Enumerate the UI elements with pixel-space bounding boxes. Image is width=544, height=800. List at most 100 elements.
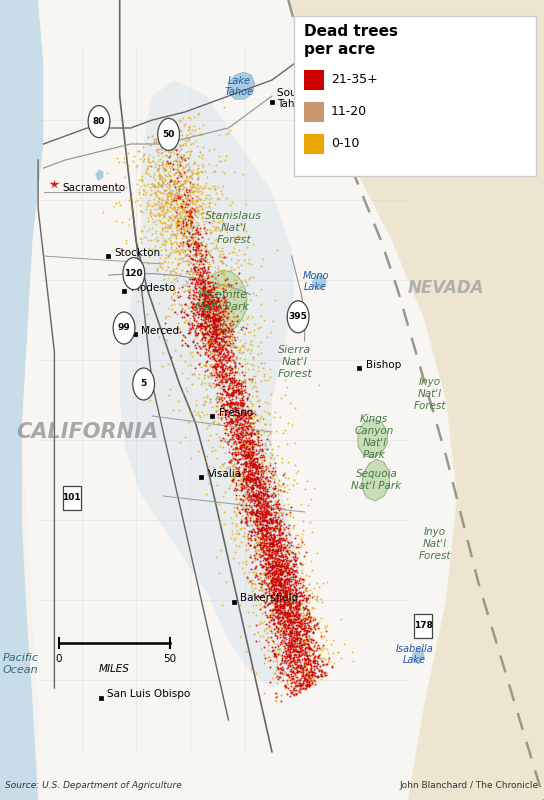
Point (295, 628, 304, 641)
Point (224, 388, 232, 401)
Point (257, 581, 265, 594)
Point (172, 275, 181, 288)
Point (234, 383, 243, 396)
Point (191, 287, 200, 300)
Point (235, 630, 244, 642)
Point (310, 669, 318, 682)
Point (177, 192, 186, 205)
Point (255, 479, 263, 492)
Point (288, 567, 297, 580)
Point (193, 227, 202, 240)
Point (231, 460, 240, 473)
Point (195, 254, 203, 267)
Point (209, 316, 218, 329)
Point (264, 490, 273, 502)
Point (268, 537, 277, 550)
Point (240, 530, 249, 542)
Point (218, 354, 227, 366)
Point (199, 309, 207, 322)
Point (270, 649, 279, 662)
Point (175, 282, 183, 294)
Point (301, 672, 310, 685)
Point (294, 608, 303, 621)
Point (270, 649, 279, 662)
Point (267, 569, 276, 582)
Point (189, 156, 198, 169)
Point (285, 668, 294, 681)
Point (252, 289, 261, 302)
Point (252, 498, 261, 510)
Point (262, 552, 271, 565)
Point (209, 321, 218, 334)
Point (271, 538, 280, 551)
Point (194, 173, 202, 186)
Point (277, 594, 286, 607)
Point (217, 305, 225, 318)
Point (300, 654, 308, 667)
Point (203, 293, 212, 306)
Point (257, 490, 265, 503)
Point (264, 585, 273, 598)
Point (217, 333, 225, 346)
Point (246, 574, 255, 587)
Point (281, 581, 290, 594)
Point (307, 666, 316, 678)
Point (295, 660, 304, 673)
Point (284, 604, 293, 617)
Point (246, 525, 255, 538)
Point (191, 274, 200, 286)
Point (212, 309, 221, 322)
Point (207, 337, 215, 350)
Point (234, 397, 243, 410)
Point (263, 516, 272, 529)
Point (202, 299, 211, 312)
Point (287, 611, 295, 624)
Point (227, 387, 236, 400)
Point (194, 269, 203, 282)
Point (245, 532, 254, 545)
Point (301, 674, 310, 686)
Point (259, 510, 268, 522)
Point (202, 215, 211, 228)
Point (205, 287, 214, 300)
Point (202, 223, 211, 236)
Point (175, 214, 183, 227)
Point (273, 605, 282, 618)
Point (230, 361, 239, 374)
Point (317, 593, 326, 606)
Point (243, 573, 251, 586)
Point (238, 482, 247, 494)
Point (275, 648, 284, 661)
Point (201, 321, 210, 334)
Point (158, 158, 166, 170)
Point (169, 403, 178, 416)
Point (159, 238, 168, 250)
Point (293, 664, 301, 677)
Point (308, 613, 317, 626)
Point (265, 566, 274, 579)
Point (271, 529, 280, 542)
Point (212, 300, 221, 313)
Point (271, 578, 280, 590)
Point (242, 513, 250, 526)
Point (245, 566, 254, 578)
Point (231, 427, 240, 440)
Point (275, 598, 284, 611)
Point (224, 410, 233, 422)
Point (234, 398, 243, 411)
Point (306, 658, 314, 670)
Point (293, 611, 301, 624)
Point (280, 542, 289, 555)
Point (262, 406, 271, 418)
Point (289, 522, 298, 534)
Point (194, 317, 203, 330)
Point (299, 670, 307, 682)
Point (201, 291, 210, 304)
Point (236, 446, 245, 459)
Point (202, 274, 211, 287)
Point (203, 298, 212, 310)
Point (172, 206, 181, 219)
Point (192, 201, 201, 214)
Point (168, 246, 176, 258)
Point (302, 633, 311, 646)
